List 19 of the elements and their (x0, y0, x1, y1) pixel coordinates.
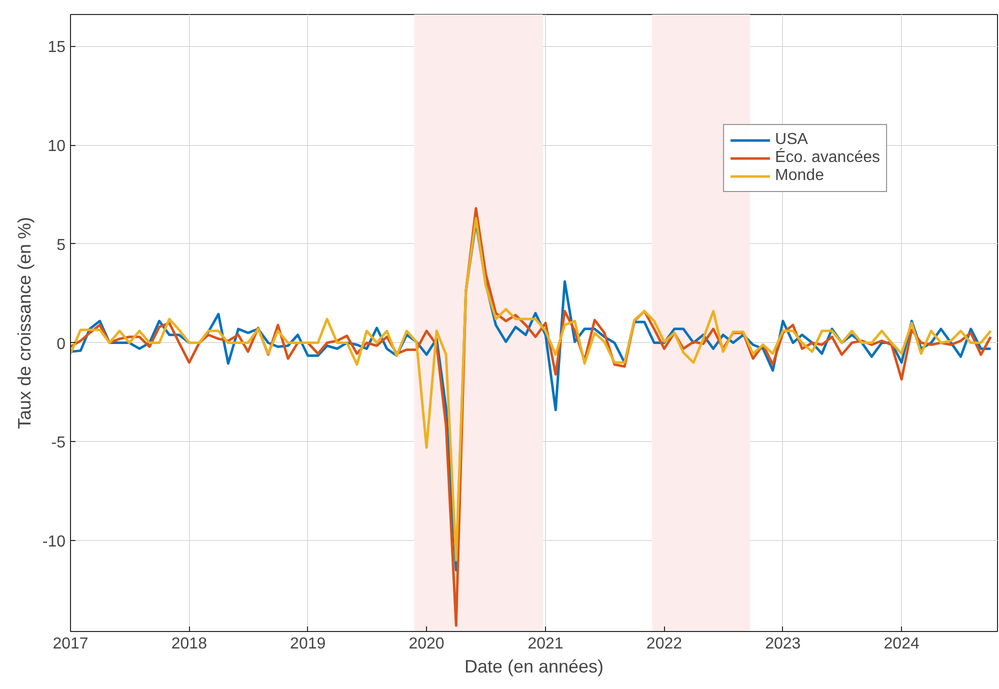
legend-label: USA (775, 131, 808, 148)
legend-label: Monde (775, 167, 824, 185)
x-tick-label: 2020 (408, 636, 444, 652)
x-tick-label: 2018 (171, 636, 208, 652)
x-tick-label: 2019 (290, 636, 326, 652)
y-axis-title: Taux de croissance (en %) (14, 216, 34, 430)
x-tick-label: 2021 (528, 636, 564, 652)
y-tick-label: 15 (48, 39, 66, 56)
y-tick-label: 10 (48, 138, 66, 156)
legend-label: Éco. avancées (775, 149, 880, 167)
y-tick-label: -5 (51, 434, 66, 452)
x-tick-label: 2017 (52, 636, 88, 652)
y-tick-label: -10 (42, 534, 66, 551)
x-tick-label: 2023 (765, 636, 801, 652)
x-tick-label: 2022 (646, 636, 682, 652)
x-tick-label: 2024 (884, 636, 920, 652)
x-axis-title: Date (en années) (464, 656, 604, 676)
y-tick-label: 0 (56, 336, 66, 353)
y-tick-label: 5 (56, 236, 66, 254)
